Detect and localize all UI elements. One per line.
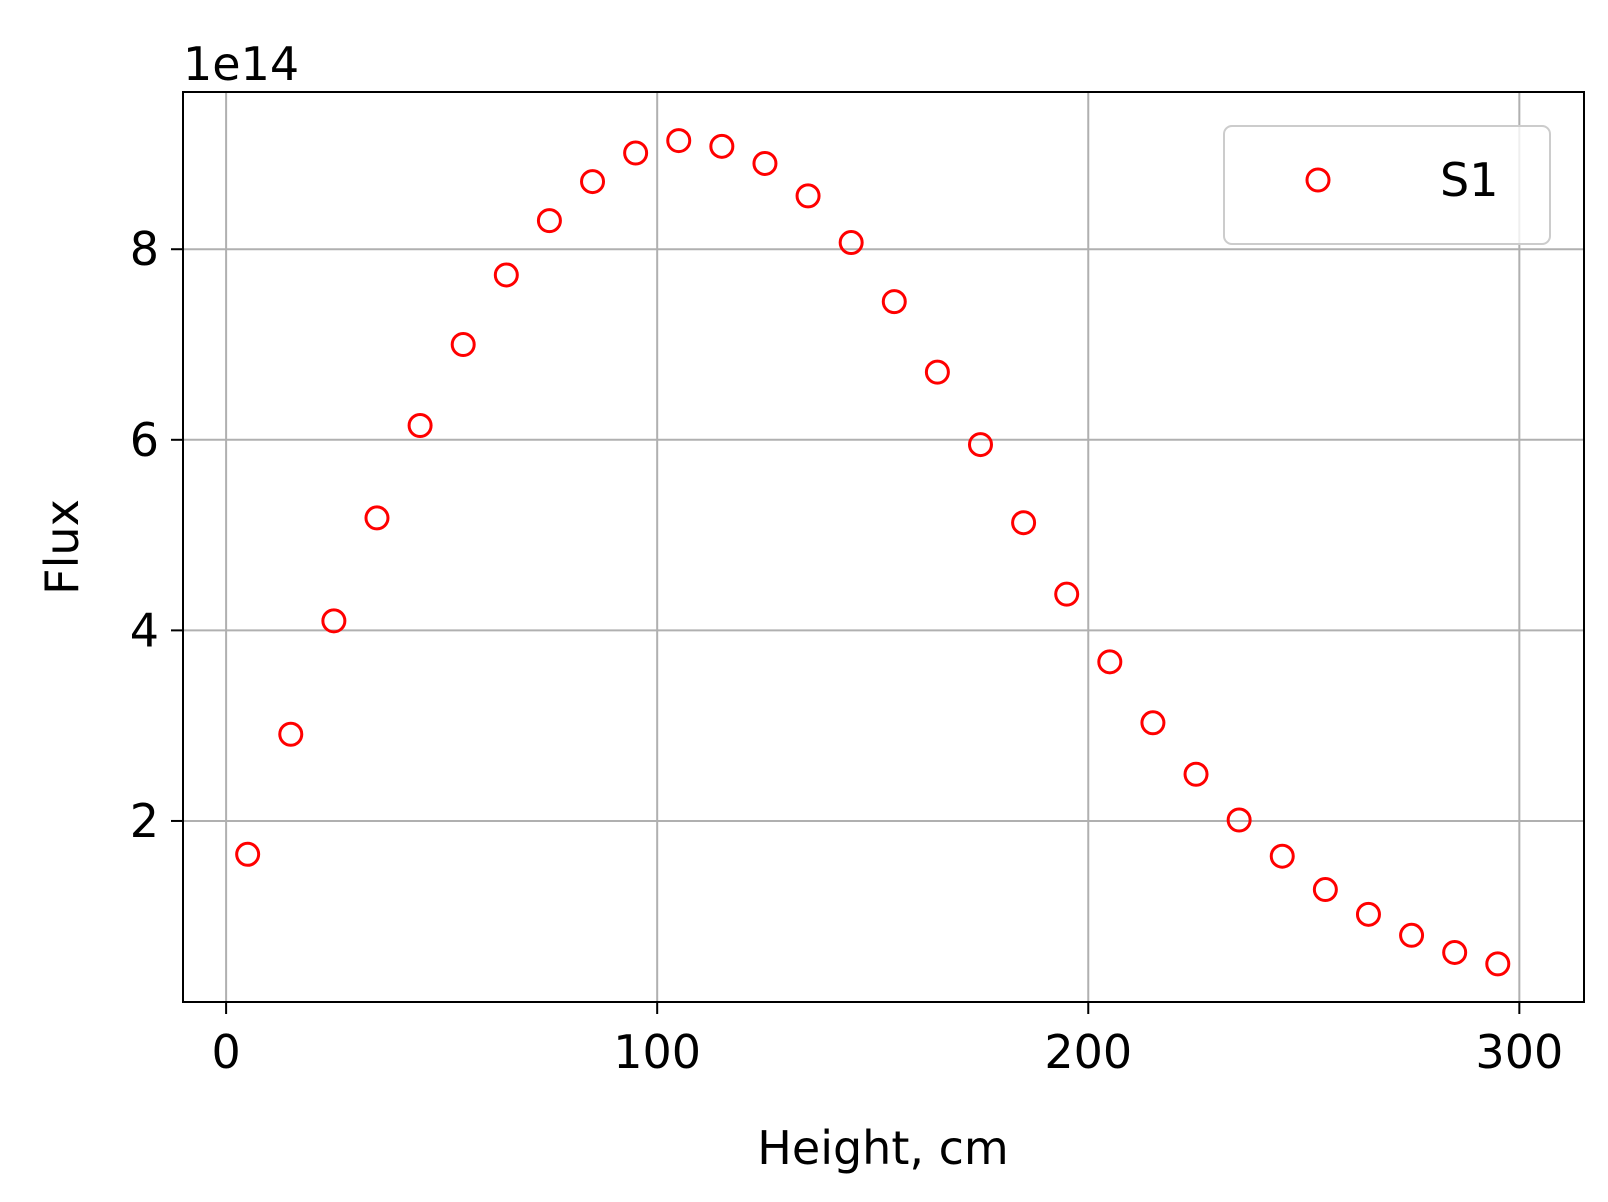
data-point — [967, 432, 993, 458]
axis-ticks: 0 100 200 300 2 4 6 8 — [130, 222, 1564, 1079]
data-point — [450, 332, 476, 358]
data-point — [1485, 951, 1511, 977]
data-point — [364, 505, 390, 531]
data-point — [407, 413, 433, 439]
plot-frame — [182, 91, 1585, 1003]
data-point — [795, 183, 821, 209]
data-point — [1269, 843, 1295, 869]
legend-marker-s1 — [1305, 167, 1331, 193]
data-point — [580, 169, 606, 195]
data-point — [1312, 877, 1338, 903]
data-point — [1442, 939, 1468, 965]
data-point — [1183, 761, 1209, 787]
data-point — [278, 721, 304, 747]
legend-box — [1223, 125, 1551, 245]
x-axis-label: Height, cm — [757, 1121, 1008, 1175]
data-point — [623, 140, 649, 166]
y-tick-label: 6 — [130, 413, 159, 467]
data-point — [493, 262, 519, 288]
grid — [183, 92, 1584, 1002]
data-point — [1054, 581, 1080, 607]
x-tick-label: 300 — [1475, 1025, 1563, 1079]
y-tick-label: 2 — [130, 794, 159, 848]
y-offset-label: 1e14 — [183, 37, 299, 91]
x-tick-label: 100 — [613, 1025, 701, 1079]
data-point — [838, 230, 864, 256]
data-points — [235, 128, 1511, 977]
data-point — [1399, 922, 1425, 948]
legend: S1 — [1223, 125, 1551, 245]
data-point — [536, 208, 562, 234]
data-point — [1226, 807, 1252, 833]
data-point — [666, 128, 692, 154]
data-point — [1140, 710, 1166, 736]
data-point — [321, 608, 347, 634]
y-axis-label: Flux — [35, 499, 89, 595]
x-tick-label: 0 — [211, 1025, 240, 1079]
data-point — [924, 359, 950, 385]
data-point — [752, 150, 778, 176]
legend-label-s1: S1 — [1440, 153, 1498, 207]
y-tick-label: 8 — [130, 222, 159, 276]
data-point — [235, 841, 261, 867]
data-point — [1355, 901, 1381, 927]
x-tick-label: 200 — [1044, 1025, 1132, 1079]
data-point — [1011, 510, 1037, 536]
data-point — [1097, 649, 1123, 675]
data-point — [881, 289, 907, 315]
data-point — [709, 133, 735, 159]
y-tick-label: 4 — [130, 603, 159, 657]
